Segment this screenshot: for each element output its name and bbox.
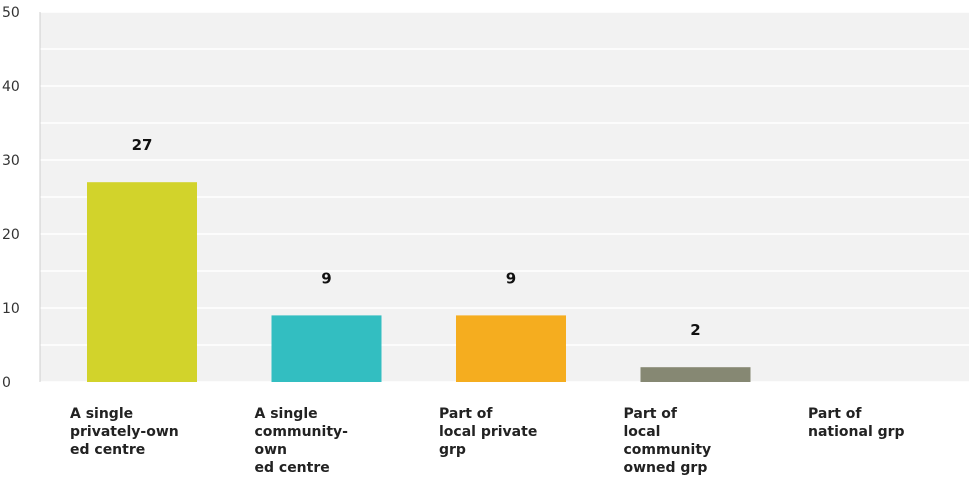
bar[interactable] <box>456 315 566 382</box>
category-label: A single community-own ed centre <box>255 406 349 476</box>
y-tick-label: 20 <box>2 227 20 243</box>
data-label: 27 <box>132 136 153 154</box>
data-label: 9 <box>506 269 516 287</box>
data-label: 2 <box>690 321 700 339</box>
y-tick-label: 40 <box>2 79 20 95</box>
y-tick-label: 30 <box>2 153 20 169</box>
bar[interactable] <box>640 367 751 382</box>
category-label: Part of national grp <box>808 406 905 440</box>
category-label: Part of local private grp <box>439 406 537 458</box>
category-label: Part of local community owned grp <box>624 406 712 476</box>
data-label: 9 <box>321 269 331 287</box>
bar[interactable] <box>87 182 197 382</box>
category-label: A single privately-own ed centre <box>70 406 179 458</box>
y-tick-label: 0 <box>2 375 11 391</box>
y-tick-label: 10 <box>2 301 20 317</box>
y-tick-label: 50 <box>2 5 20 21</box>
bar[interactable] <box>271 315 382 382</box>
